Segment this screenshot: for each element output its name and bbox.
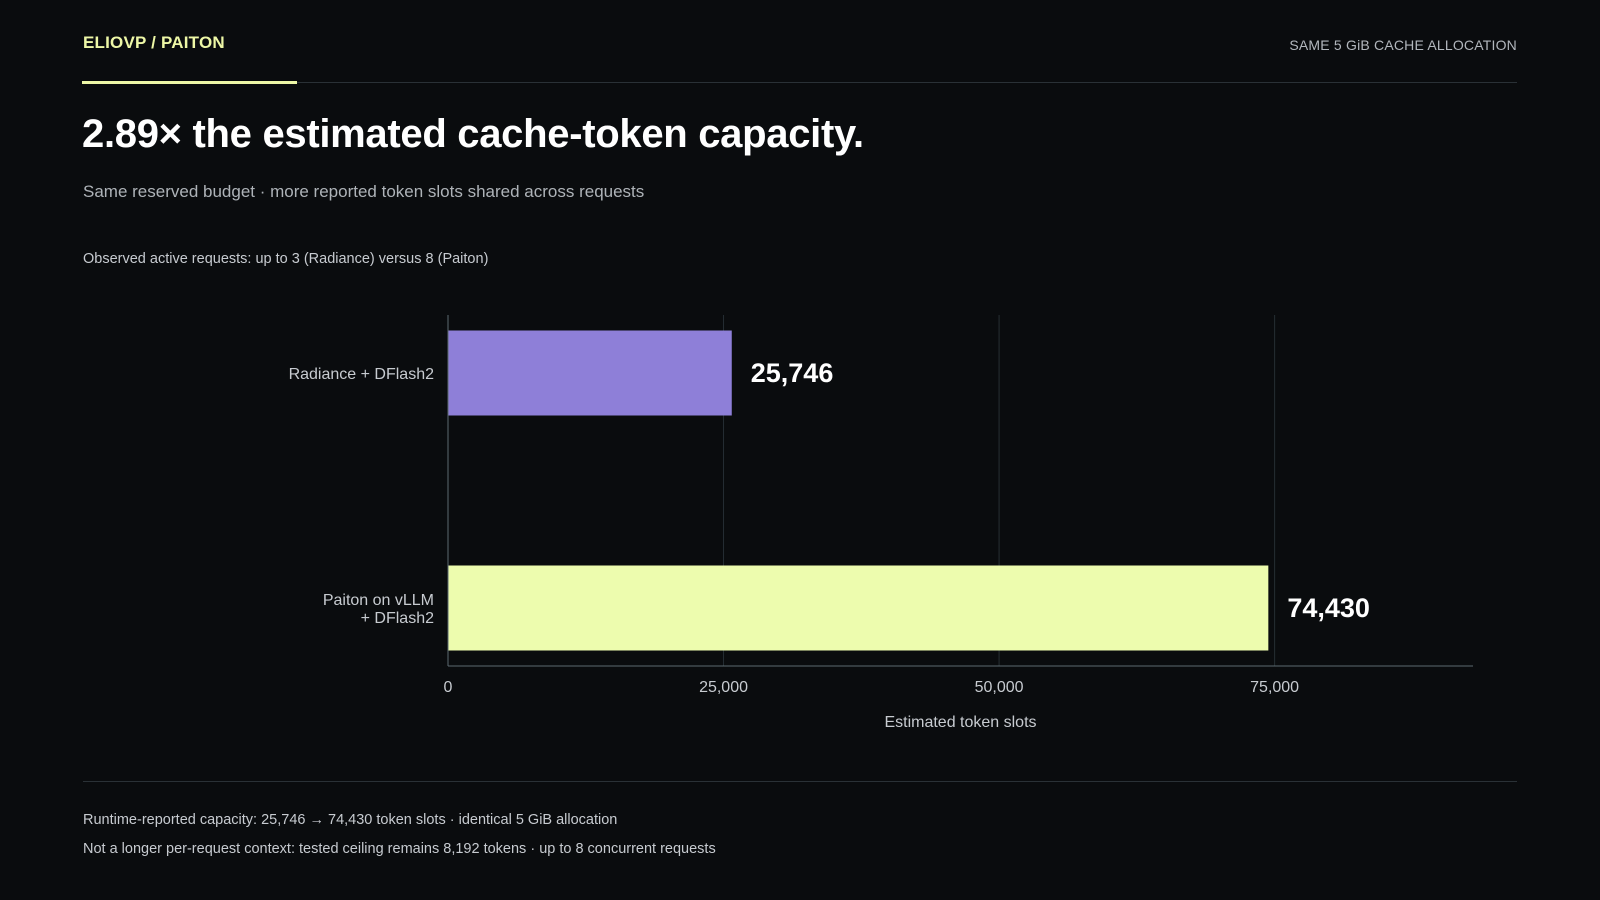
footer-capacity-note: Runtime-reported capacity: 25,746 → 74,4… [83,812,618,828]
footer-divider [83,781,1517,782]
page-subtitle: Same reserved budget · more reported tok… [83,182,645,201]
bar-value-label-0: 25,746 [751,358,834,388]
category-label-1-0: Paiton on vLLM [323,592,434,609]
observation-note: Observed active requests: up to 3 (Radia… [83,251,489,267]
category-label-1-1: + DFlash2 [361,610,434,627]
header-divider [83,82,1517,83]
header-tag: SAME 5 GiB CACHE ALLOCATION [1289,37,1517,53]
x-tick-label-0: 0 [444,679,453,696]
bar-0 [448,330,732,416]
capacity-bar-chart: 25,746 Radiance + DFlash2 74,430 Paiton on … [289,315,1473,731]
x-tick-label-2: 50,000 [975,679,1024,696]
x-axis-title: Estimated token slots [884,714,1036,731]
x-tick-label-1: 25,000 [699,679,748,696]
page-title: 2.89× the estimated cache-token capacity… [82,112,864,156]
bar-1 [448,565,1269,651]
brand-title: ELIOVP / PAITON [83,33,225,52]
bar-value-label-1: 74,430 [1287,593,1370,623]
header-accent-bar [82,81,297,84]
footer-context-note: Not a longer per-request context: tested… [83,841,716,857]
category-label-0-0: Radiance + DFlash2 [289,366,435,383]
x-tick-label-3: 75,000 [1250,679,1299,696]
